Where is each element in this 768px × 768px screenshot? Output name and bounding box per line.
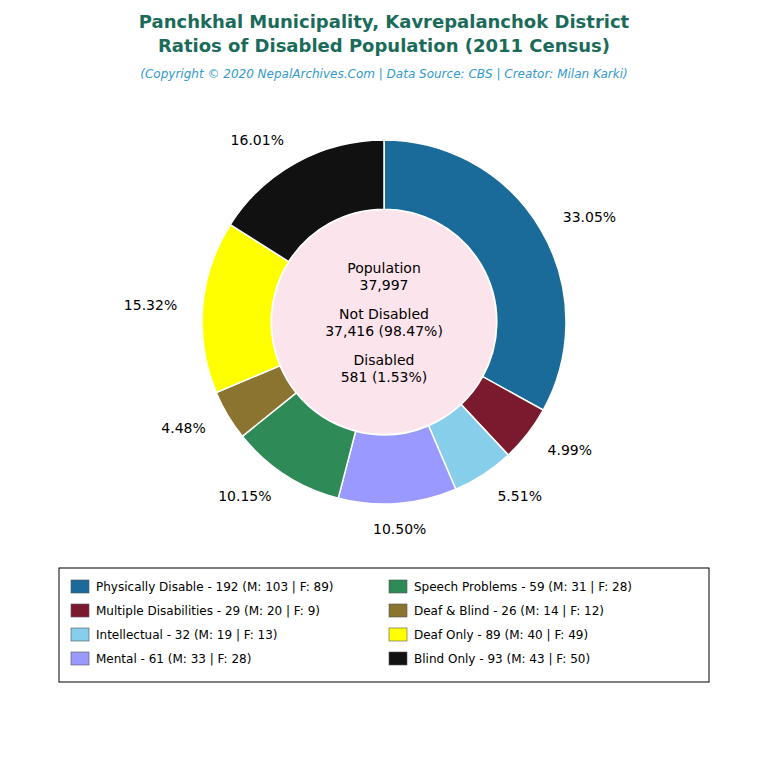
legend: Physically Disable - 192 (M: 103 | F: 89…: [59, 568, 709, 682]
legend-entry: Physically Disable - 192 (M: 103 | F: 89…: [96, 580, 334, 594]
legend-entry: Intellectual - 32 (M: 19 | F: 13): [96, 628, 278, 642]
annotation: Disabled: [354, 352, 415, 368]
background: [0, 0, 768, 768]
annotation: Not Disabled: [339, 306, 429, 322]
legend-entry: Multiple Disabilities - 29 (M: 20 | F: 9…: [96, 604, 320, 618]
data-label: 4.48%: [161, 420, 205, 436]
chart: Panchkhal Municipality, Kavrepalanchok D…: [0, 0, 768, 768]
annotation: 37,416 (98.47%): [325, 323, 443, 339]
legend-swatch: [389, 652, 407, 665]
legend-swatch: [71, 628, 89, 641]
legend-entry: Deaf Only - 89 (M: 40 | F: 49): [414, 628, 588, 642]
title: Panchkhal Municipality, Kavrepalanchok D…: [139, 11, 630, 32]
subtitle: (Copyright © 2020 NepalArchives.Com | Da…: [140, 67, 627, 81]
legend-swatch: [71, 652, 89, 665]
data-label: 15.32%: [124, 297, 177, 313]
data-label: 4.99%: [548, 442, 592, 458]
slices: [202, 140, 566, 504]
data-label: 10.15%: [218, 488, 271, 504]
legend-frame: [59, 568, 709, 682]
legend-entry: Mental - 61 (M: 33 | F: 28): [96, 652, 251, 666]
legend-entry: Deaf & Blind - 26 (M: 14 | F: 12): [414, 604, 604, 618]
legend-entry: Speech Problems - 59 (M: 31 | F: 28): [414, 580, 632, 594]
data-label: 33.05%: [563, 209, 616, 225]
annotation: Population: [347, 260, 421, 276]
data-label: 16.01%: [231, 132, 284, 148]
title: Ratios of Disabled Population (2011 Cens…: [158, 35, 610, 56]
legend-swatch: [389, 604, 407, 617]
data-labels: 33.05% 4.99% 5.51% 10.50% 10.15% 4.48% 15.32% 1…: [124, 132, 616, 537]
center-circle: [272, 210, 496, 434]
annotation: 581 (1.53%): [341, 369, 428, 385]
legend-swatch: [71, 604, 89, 617]
annotation: 37,997: [360, 277, 409, 293]
legend-entry: Blind Only - 93 (M: 43 | F: 50): [414, 652, 590, 666]
legend-swatch: [389, 628, 407, 641]
slice: [338, 426, 456, 504]
legend-swatch: [71, 580, 89, 593]
data-label: 5.51%: [497, 488, 541, 504]
data-label: 10.50%: [373, 521, 426, 537]
legend-swatch: [389, 580, 407, 593]
